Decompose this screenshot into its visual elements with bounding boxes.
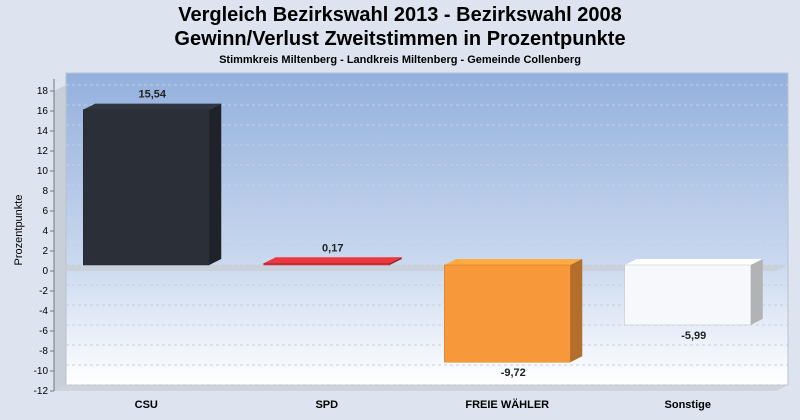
bar: [444, 259, 583, 363]
bar-side: [750, 259, 763, 325]
data-label: -9,72: [501, 367, 526, 379]
chart-subtitle: Stimmkreis Miltenberg - Landkreis Milten…: [219, 54, 581, 66]
data-label: 15,54: [138, 89, 166, 101]
y-axis: 18 16 14 12 10 8 6 4 2 0 -2 -4 -6 -8 -10 -12: [34, 79, 55, 397]
y-tick-label: 12: [37, 146, 49, 157]
y-tick-label: 2: [42, 246, 48, 257]
left-wall: [54, 85, 66, 391]
y-tick-label: 4: [42, 226, 48, 237]
bar-side: [570, 259, 583, 363]
data-label: -5,99: [681, 330, 706, 342]
chart-title: Vergleich Bezirkswahl 2013 - Bezirkswahl…: [178, 4, 622, 26]
chart-title-line-2: Gewinn/Verlust Zweitstimmen in Prozentpu…: [174, 28, 626, 50]
bar: [83, 103, 222, 266]
y-tick-label: 18: [37, 86, 49, 97]
bars: [83, 103, 763, 363]
y-tick-label: -8: [39, 346, 48, 357]
y-tick-label: -12: [34, 386, 49, 397]
bar-side: [209, 103, 222, 265]
x-tick-label: SPD: [315, 399, 338, 411]
bar-front: [263, 263, 390, 266]
bar-side: [389, 257, 402, 265]
bar-top: [444, 259, 583, 265]
y-tick-label: 8: [42, 186, 48, 197]
zero-plane: [54, 265, 788, 271]
y-tick-label: 10: [37, 166, 49, 177]
y-tick-label: -10: [34, 366, 49, 377]
bar-front: [83, 109, 210, 266]
bar: [624, 259, 763, 326]
bar-top: [83, 103, 222, 110]
bar-top: [263, 257, 402, 264]
y-tick-label: 14: [37, 126, 49, 137]
y-tick-label: -2: [39, 286, 48, 297]
y-tick-label: -4: [39, 306, 48, 317]
bar-front: [624, 264, 751, 326]
x-tick-label: Sonstige: [665, 399, 711, 411]
floor: [54, 385, 788, 391]
bar: [263, 257, 402, 266]
data-label: 0,17: [322, 242, 343, 254]
y-tick-label: 16: [37, 106, 49, 117]
bar-front: [444, 264, 571, 363]
y-tick-label: -6: [39, 326, 48, 337]
value-labels: 15,54 0,17 -9,72 -5,99: [138, 89, 706, 380]
y-tick-label: 0: [42, 266, 48, 277]
x-axis-labels: CSU SPD FREIE WÄHLER Sonstige: [135, 398, 711, 411]
x-tick-label: FREIE WÄHLER: [465, 398, 549, 411]
y-tick-label: 6: [42, 206, 48, 217]
x-tick-label: CSU: [135, 399, 158, 411]
bar-top: [624, 259, 763, 265]
y-axis-label: Prozentpunkte: [13, 195, 25, 266]
